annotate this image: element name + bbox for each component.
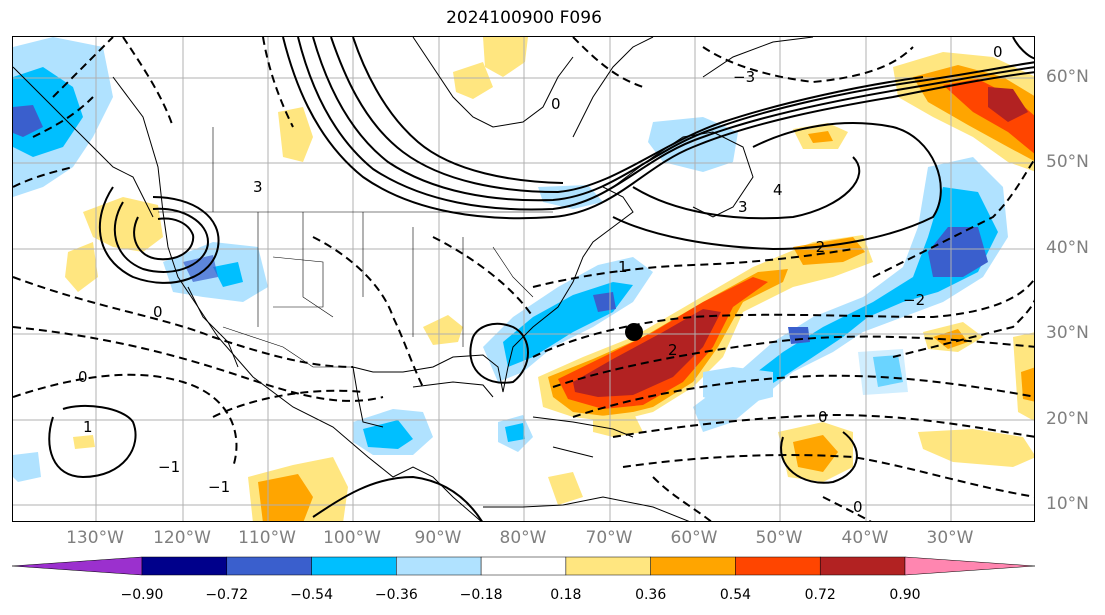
contour-label: 3 [738, 198, 748, 216]
map-title: 2024100900 F096 [446, 8, 602, 28]
map-svg: 0 1 2 3 4 −1 −2 −3 0 0 1 0 0 −2 3 0 −1 [13, 37, 1034, 521]
lat-label: 30°N [1046, 323, 1089, 343]
map-panel: 0 1 2 3 4 −1 −2 −3 0 0 1 0 0 −2 3 0 −1 [12, 36, 1035, 522]
colorbar-cell [226, 556, 312, 576]
colorbar-extend-high [904, 556, 1036, 576]
colorbar-tick-label: −0.54 [290, 587, 333, 603]
contour-label: −1 [158, 458, 180, 476]
colorbar-tick-label: 0.18 [550, 587, 582, 603]
colorbar-cell [565, 556, 651, 576]
lon-label: 40°W [841, 528, 889, 548]
colorbar-cell [311, 556, 397, 576]
contour-label: 0 [551, 95, 561, 113]
colorbar-cell [480, 556, 567, 576]
lon-label: 60°W [670, 528, 718, 548]
contour-label: −1 [208, 478, 230, 496]
colorbar-tick-label: −0.90 [120, 587, 164, 603]
colorbar-cell [141, 556, 228, 576]
lat-label: 10°N [1046, 494, 1089, 514]
graticule [13, 37, 1034, 521]
lon-label: 70°W [585, 528, 633, 548]
colorbar-tick-label: −0.72 [205, 587, 249, 603]
contour-label: 0 [153, 303, 163, 321]
contour-label: 0 [853, 498, 863, 516]
colorbar-cell [650, 556, 736, 576]
lat-label: 60°N [1046, 67, 1089, 87]
contour-label: 4 [773, 181, 783, 199]
contour-label: 3 [253, 178, 263, 196]
colorbar-tick-label: −0.18 [459, 587, 503, 603]
lon-label: 110°W [238, 528, 296, 548]
lon-label: 50°W [755, 528, 803, 548]
colorbar-extend-low [11, 556, 143, 576]
contour-label: 2 [668, 341, 678, 359]
contour-label: 0 [993, 43, 1003, 61]
colorbar-tick-label: 0.36 [635, 587, 667, 603]
lat-label: 50°N [1046, 152, 1089, 172]
colorbar-tick-label: 0.90 [889, 587, 921, 603]
contours-negative [13, 37, 1034, 521]
contour-label: 0 [818, 408, 828, 426]
lat-label: 40°N [1046, 238, 1089, 258]
contour-label: 1 [83, 418, 93, 436]
lat-label: 20°N [1046, 409, 1089, 429]
contour-label: −3 [733, 68, 755, 86]
contour-label: 0 [78, 368, 88, 386]
colorbar-tick-label: 0.54 [719, 587, 752, 603]
contour-label: 1 [618, 258, 628, 276]
lon-label: 130°W [66, 528, 124, 548]
colorbar-cell [819, 556, 906, 576]
colorbar-tick-label: 0.72 [804, 587, 836, 603]
shading-layer [13, 37, 1034, 521]
storm-center-marker [625, 323, 643, 341]
colorbar-cell [396, 556, 482, 576]
lon-label: 80°W [499, 528, 547, 548]
lon-label: 30°W [926, 528, 974, 548]
lon-label: 120°W [153, 528, 211, 548]
contour-label: −2 [903, 291, 925, 309]
colorbar-cell [735, 556, 821, 576]
colorbar [11, 556, 1036, 576]
colorbar-tick-label: −0.36 [374, 587, 418, 603]
contour-label: −2 [803, 238, 825, 256]
contours-positive [48, 37, 1034, 521]
lon-label: 90°W [414, 528, 462, 548]
lon-label: 100°W [323, 528, 381, 548]
contour-labels: 0 1 2 3 4 −1 −2 −3 0 0 1 0 0 −2 3 0 −1 [78, 43, 1003, 516]
